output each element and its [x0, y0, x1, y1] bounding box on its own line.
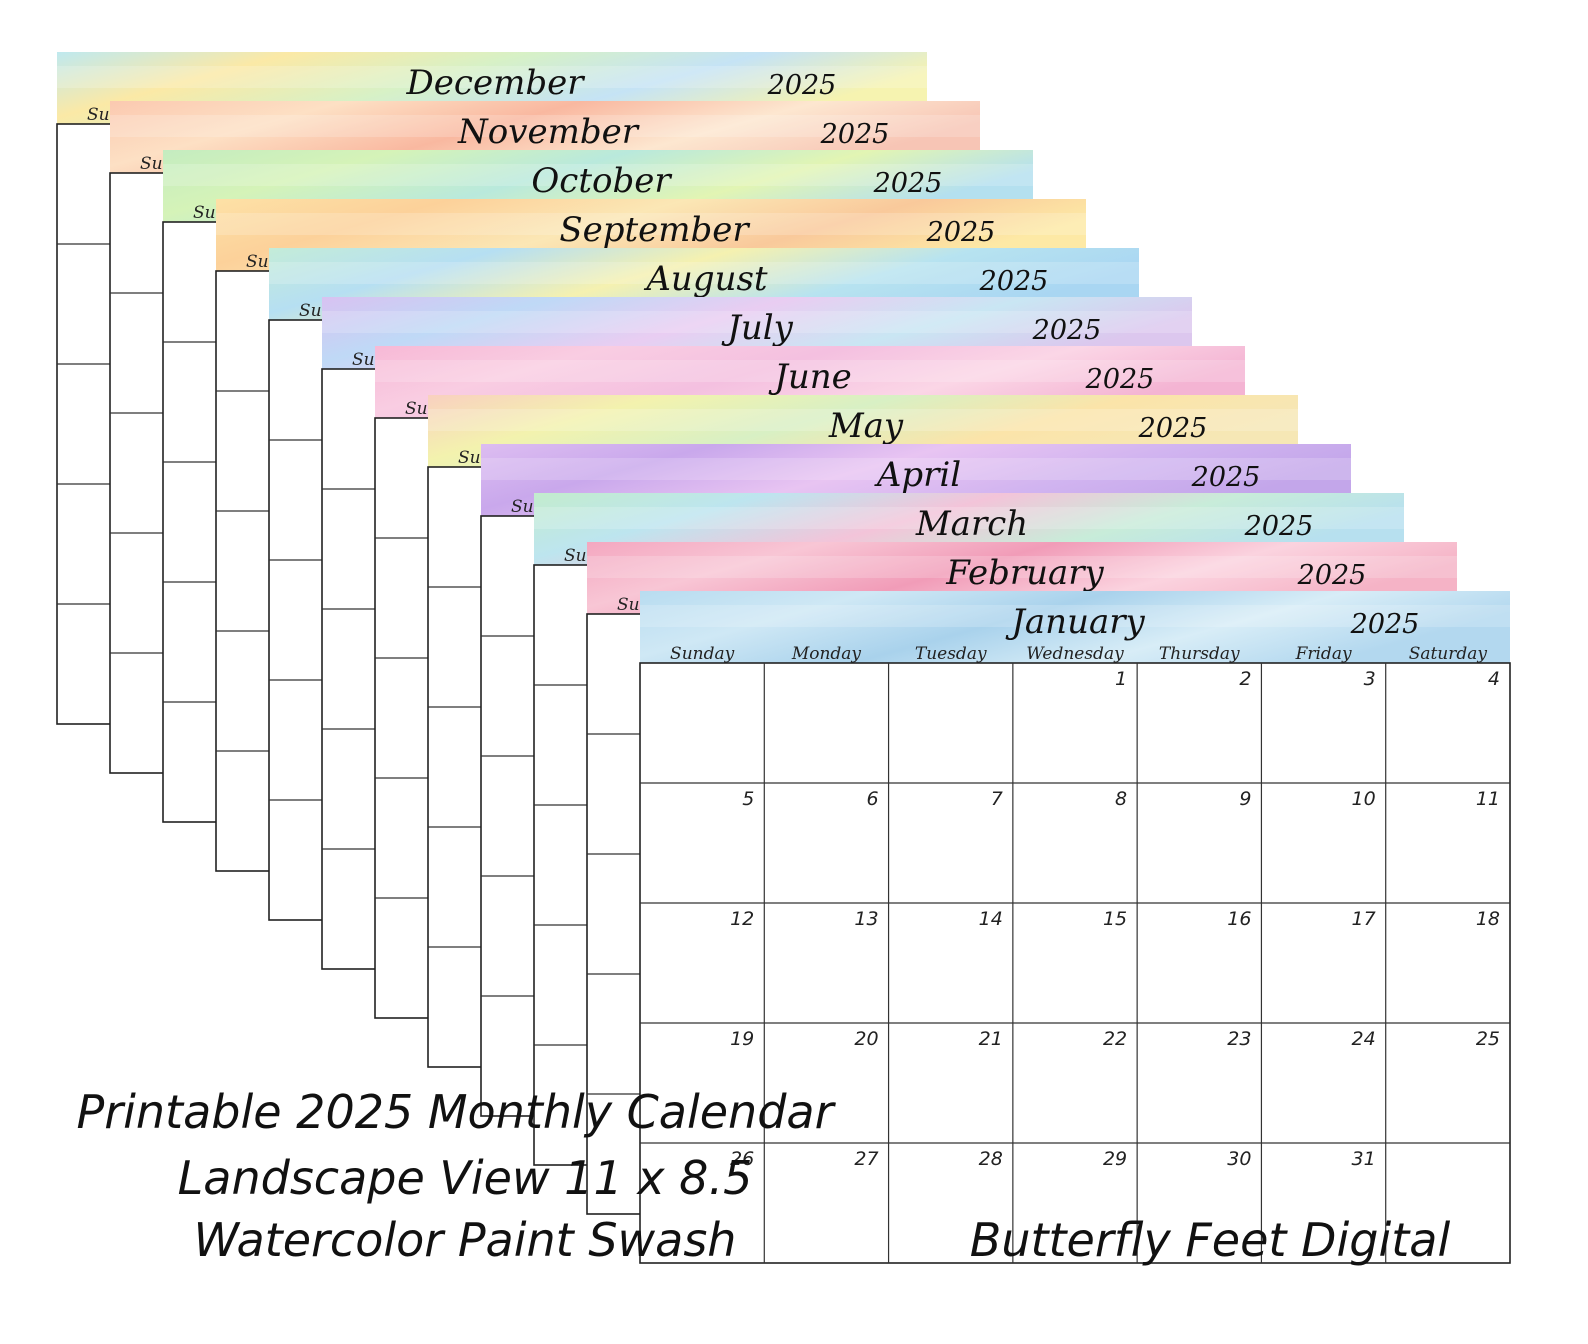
day-number: 7	[991, 788, 1003, 810]
weekday-label: Su	[564, 546, 587, 566]
day-number: 29	[1103, 1148, 1127, 1170]
day-number: 31	[1352, 1148, 1376, 1170]
year: 2025	[1085, 364, 1155, 395]
day-number: 1	[1115, 668, 1127, 690]
month-name: November	[457, 112, 640, 152]
day-number: 24	[1352, 1028, 1376, 1050]
caption-line: Landscape View 11 x 8.5	[178, 1151, 753, 1205]
year: 2025	[1138, 413, 1208, 444]
weekday-label: Su	[193, 203, 216, 223]
day-number: 11	[1476, 788, 1500, 810]
year: 2025	[1297, 560, 1367, 591]
weekday-label: Monday	[791, 644, 862, 664]
day-number: 4	[1488, 668, 1500, 690]
year: 2025	[926, 217, 996, 248]
day-number: 17	[1352, 908, 1376, 930]
weekday-label: Su	[246, 252, 269, 272]
day-number: 19	[730, 1028, 754, 1050]
day-number: 30	[1227, 1148, 1251, 1170]
watercolor-wash	[110, 115, 980, 137]
watercolor-wash	[216, 213, 1086, 235]
day-number: 22	[1103, 1028, 1127, 1050]
day-number: 8	[1115, 788, 1127, 810]
weekday-label: Su	[511, 497, 534, 517]
day-number: 13	[854, 908, 878, 930]
day-number: 26	[730, 1148, 754, 1170]
day-number: 15	[1103, 908, 1127, 930]
month-name: July	[721, 308, 793, 348]
caption-block: Printable 2025 Monthly Calendar Landscape…	[76, 1085, 1450, 1267]
watercolor-wash	[481, 458, 1351, 480]
weekday-label: Su	[140, 154, 163, 174]
day-number: 14	[979, 908, 1003, 930]
watercolor-wash	[534, 507, 1404, 529]
day-number: 3	[1364, 668, 1376, 690]
watercolor-header	[640, 591, 1510, 663]
month-name: January	[1005, 602, 1145, 642]
watercolor-wash	[640, 605, 1510, 627]
watercolor-wash	[57, 66, 927, 88]
day-number: 27	[854, 1148, 878, 1170]
watercolor-wash	[163, 164, 1033, 186]
weekday-label: Tuesday	[915, 644, 987, 664]
sheet-background	[640, 591, 1510, 1263]
month-name: March	[915, 504, 1028, 544]
watercolor-wash	[269, 262, 1139, 284]
day-number: 2	[1239, 668, 1251, 690]
month-name: December	[406, 63, 586, 103]
day-number: 25	[1476, 1028, 1500, 1050]
weekday-label: Su	[352, 350, 375, 370]
year: 2025	[873, 168, 943, 199]
year: 2025	[1244, 511, 1314, 542]
grid-border	[639, 662, 1511, 1264]
watercolor-wash	[428, 409, 1298, 431]
weekday-label: Saturday	[1409, 644, 1488, 664]
weekday-label: Su	[87, 105, 110, 125]
weekday-label: Sunday	[670, 644, 735, 664]
day-number: 12	[730, 908, 754, 930]
month-name: February	[945, 553, 1104, 593]
month-name: June	[768, 357, 852, 397]
caption-line: Printable 2025 Monthly Calendar	[76, 1085, 836, 1139]
day-number: 9	[1239, 788, 1251, 810]
weekday-label: Su	[405, 399, 428, 419]
day-number: 16	[1227, 908, 1251, 930]
weekday-label: Su	[299, 301, 322, 321]
month-name: September	[559, 210, 750, 250]
caption-line: Watercolor Paint Swash	[194, 1213, 737, 1267]
weekday-label: Friday	[1295, 644, 1352, 664]
watercolor-wash	[322, 311, 1192, 333]
month-name: October	[531, 161, 672, 201]
month-name: April	[874, 455, 961, 495]
day-number: 28	[979, 1148, 1003, 1170]
year: 2025	[1350, 609, 1420, 640]
day-number: 20	[854, 1028, 878, 1050]
day-number: 18	[1476, 908, 1500, 930]
year: 2025	[767, 70, 837, 101]
watercolor-wash	[587, 556, 1457, 578]
month-name: May	[828, 406, 904, 446]
day-number: 5	[742, 788, 754, 810]
weekday-label: Thursday	[1159, 644, 1240, 664]
weekday-label: Wednesday	[1026, 644, 1124, 664]
day-number: 6	[866, 788, 878, 810]
watercolor-wash	[375, 360, 1245, 382]
year: 2025	[1191, 462, 1261, 493]
year: 2025	[820, 119, 890, 150]
year: 2025	[1032, 315, 1102, 346]
brand-name: Butterfly Feet Digital	[970, 1213, 1451, 1267]
weekday-label: Su	[458, 448, 481, 468]
day-number: 23	[1227, 1028, 1251, 1050]
weekday-label: Su	[617, 595, 640, 615]
day-number: 21	[979, 1028, 1003, 1050]
day-number: 10	[1352, 788, 1376, 810]
month-name: August	[643, 259, 768, 299]
year: 2025	[979, 266, 1049, 297]
